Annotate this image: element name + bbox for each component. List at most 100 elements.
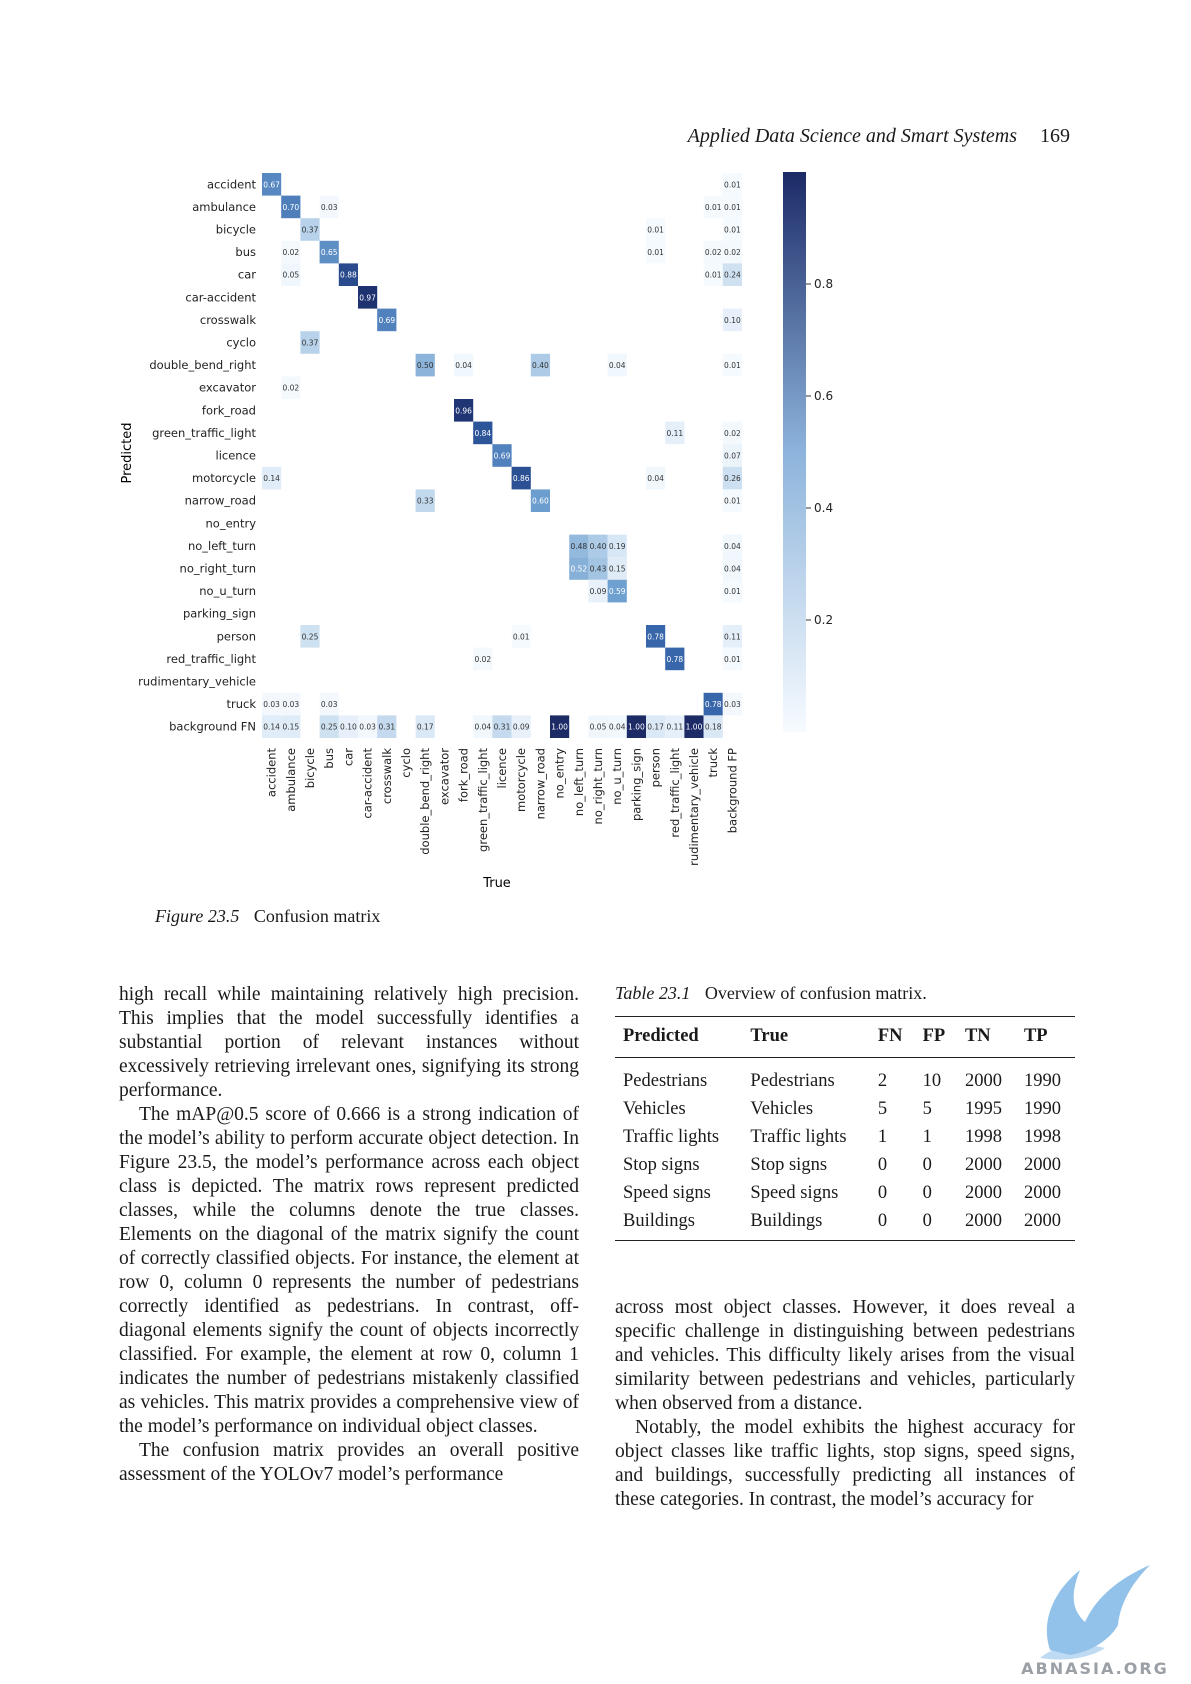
cell-value-label: 0.04 [724, 542, 741, 551]
matrix-cell [281, 263, 301, 286]
cell-value-label: 0.01 [724, 497, 741, 506]
matrix-cell [511, 466, 531, 490]
table-cell: 2000 [1015, 1207, 1075, 1241]
table-row: Pedestrians Pedestrians 2 10 2000 1990 [615, 1058, 1075, 1096]
matrix-cell [300, 218, 320, 241]
matrix-cell [703, 715, 723, 738]
matrix-cell [722, 444, 742, 467]
cell-value-label: 0.09 [590, 587, 607, 596]
col-header: FP [914, 1016, 957, 1058]
matrix-cell [607, 715, 627, 738]
cell-value-label: 0.02 [282, 248, 299, 257]
col-header: TP [1015, 1016, 1075, 1058]
paragraph: across most object classes. However, it … [615, 1297, 1075, 1414]
x-tick-label: bicycle [303, 748, 317, 788]
table-cell: 2 [877, 1070, 888, 1091]
cell-value-label: 0.65 [321, 248, 338, 257]
table-cell: 1990 [1023, 1098, 1061, 1119]
table-cell: Speed signs [750, 1182, 839, 1203]
y-tick-label: fork_road [202, 403, 256, 417]
cell-value-label: 0.78 [705, 700, 722, 709]
running-head: Applied Data Science and Smart Systems 1… [600, 125, 1070, 148]
cell-value-label: 0.33 [417, 497, 434, 506]
y-tick-label: double_bend_right [149, 358, 256, 372]
cell-value-label: 0.10 [724, 316, 741, 325]
confusion-matrix-chart: 0.67 0.010.70 0.03 0.01 0.010.37 0.01 0.010.02… [120, 172, 833, 891]
x-tick-label: car-accident [361, 748, 375, 819]
table-cell: 1990 [1023, 1070, 1061, 1091]
cell-value-label: 0.15 [282, 723, 299, 732]
matrix-cell [262, 173, 282, 196]
cell-value-label: 0.04 [609, 361, 626, 370]
cell-value-label: 0.01 [724, 587, 741, 596]
matrix-cell [262, 466, 282, 490]
cell-value-label: 0.01 [647, 248, 664, 257]
y-tick-label: bus [235, 245, 256, 259]
matrix-cell [684, 715, 704, 738]
cell-value-label: 0.01 [724, 655, 741, 664]
table-cell: 0 [922, 1182, 932, 1203]
matrix-cell [588, 579, 608, 603]
matrix-cell [415, 353, 435, 377]
matrix-cell [722, 195, 742, 219]
x-tick-label: fork_road [457, 748, 471, 802]
cell-value-label: 0.18 [705, 723, 722, 732]
cell-value-label: 0.01 [724, 361, 741, 370]
table-cell: Traffic lights [623, 1126, 720, 1147]
cell-value-label: 0.31 [378, 723, 395, 732]
table-cell: Pedestrians [750, 1070, 835, 1091]
matrix-cell [607, 534, 627, 558]
y-tick-label: no_left_turn [188, 539, 256, 553]
y-tick-label: background FN [169, 720, 256, 734]
cell-value-label: 1.00 [686, 723, 703, 732]
matrix-cell [646, 625, 666, 648]
y-tick-label: no_u_turn [199, 584, 256, 598]
x-tick-label: double_bend_right [418, 748, 432, 855]
x-tick-label: background FP [725, 748, 739, 833]
matrix-cell [569, 557, 589, 580]
matrix-cell [665, 715, 685, 738]
y-tick-label: narrow_road [185, 494, 256, 508]
x-tick-label: no_entry [553, 748, 567, 799]
table-caption-text: Overview of confusion matrix. [704, 983, 927, 1003]
table-row: Vehicles Vehicles 5 5 1995 1990 [615, 1095, 1075, 1123]
col-header: TN [956, 1016, 1016, 1058]
cell-value-label: 0.01 [705, 203, 722, 212]
matrix-cell [319, 692, 339, 716]
cell-value-label: 0.26 [724, 474, 741, 483]
matrix-cell [646, 466, 666, 490]
right-column-text: across most object classes. However, it … [615, 1296, 1075, 1512]
y-tick-label: ambulance [192, 200, 256, 214]
matrix-cell [262, 715, 282, 738]
cell-value-label: 0.67 [263, 180, 280, 189]
x-axis-title: True [482, 876, 511, 891]
cell-value-label: 0.97 [359, 293, 376, 302]
cell-value-label: 0.69 [494, 452, 511, 461]
y-tick-label: crosswalk [200, 313, 256, 327]
matrix-cell [722, 625, 742, 648]
matrix-cell [454, 399, 474, 422]
y-tick-label: car-accident [185, 290, 256, 304]
x-tick-label: rudimentary_vehicle [687, 748, 701, 866]
matrix-cell [530, 489, 550, 512]
table-cell: 2000 [956, 1207, 1016, 1241]
table-row: Stop signs Stop signs 0 0 2000 2000 [615, 1151, 1075, 1179]
matrix-cell [722, 557, 742, 580]
cell-value-label: 0.03 [724, 700, 741, 709]
cell-value-label: 0.01 [513, 632, 530, 641]
figure-caption-text: Confusion matrix [253, 906, 381, 926]
col-header: FN [869, 1016, 915, 1058]
cell-value-label: 0.19 [609, 542, 626, 551]
table-cell: 0 [877, 1182, 888, 1203]
cell-value-label: 0.17 [417, 723, 434, 732]
matrix-cell [511, 715, 531, 738]
colorbar-tick-label: 0.2 [814, 613, 833, 627]
matrix-cell [607, 579, 627, 603]
cell-value-label: 0.14 [263, 723, 280, 732]
y-tick-label: person [217, 629, 256, 643]
colorbar-tick-label: 0.4 [814, 501, 833, 515]
cell-value-label: 0.60 [532, 497, 549, 506]
cell-value-label: 0.40 [590, 542, 607, 551]
table-row: Buildings Buildings 0 0 2000 2000 [615, 1207, 1075, 1241]
matrix-cell [281, 240, 301, 264]
